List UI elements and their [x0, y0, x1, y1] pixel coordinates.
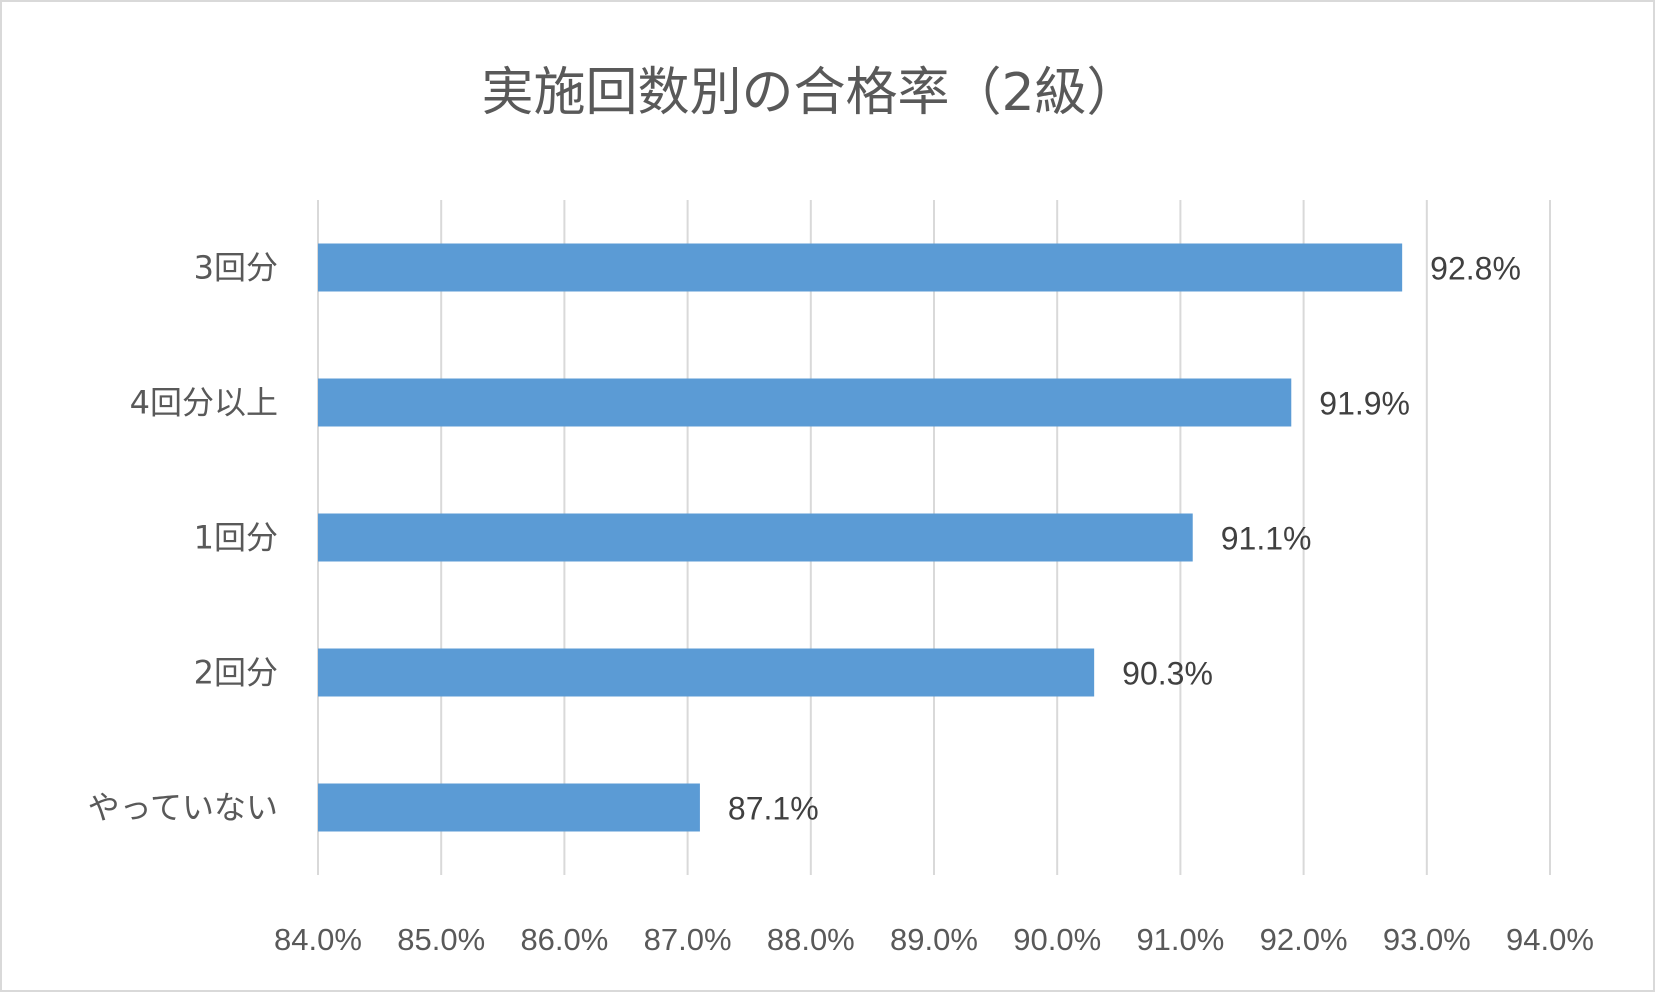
x-tick-label: 91.0% [1136, 922, 1224, 957]
x-tick-label: 84.0% [274, 922, 362, 957]
bars [318, 243, 1403, 832]
bar [318, 783, 700, 832]
x-tick-label: 85.0% [397, 922, 485, 957]
category-label: 3回分 [194, 249, 278, 287]
x-axis-tick-labels: 84.0% 85.0% 86.0% 87.0% 88.0% 89.0% 90.0% 91.0%… [274, 922, 1594, 957]
data-label: 90.3% [1122, 656, 1213, 692]
bar [318, 378, 1292, 427]
chart-title: 実施回数別の合格率（2級） [481, 63, 1138, 123]
x-tick-label: 94.0% [1506, 922, 1594, 957]
data-label: 91.1% [1221, 521, 1312, 557]
category-label: 4回分以上 [130, 384, 278, 422]
x-tick-label: 92.0% [1260, 922, 1348, 957]
data-label: 91.9% [1319, 386, 1410, 422]
x-tick-label: 93.0% [1383, 922, 1471, 957]
x-tick-label: 87.0% [644, 922, 732, 957]
gridlines [317, 200, 1551, 875]
category-label: 1回分 [194, 519, 278, 557]
data-labels: 92.8% 91.9% 91.1% 90.3% 87.1% [728, 251, 1521, 827]
data-label: 92.8% [1430, 251, 1521, 287]
bar [318, 513, 1193, 562]
bar [318, 648, 1095, 697]
x-tick-label: 88.0% [767, 922, 855, 957]
x-tick-label: 89.0% [890, 922, 978, 957]
category-label: やっていない [88, 789, 278, 827]
x-tick-label: 90.0% [1013, 922, 1101, 957]
data-label: 87.1% [728, 791, 819, 827]
bar [318, 243, 1403, 292]
category-label: 2回分 [194, 654, 278, 692]
x-tick-label: 86.0% [520, 922, 608, 957]
